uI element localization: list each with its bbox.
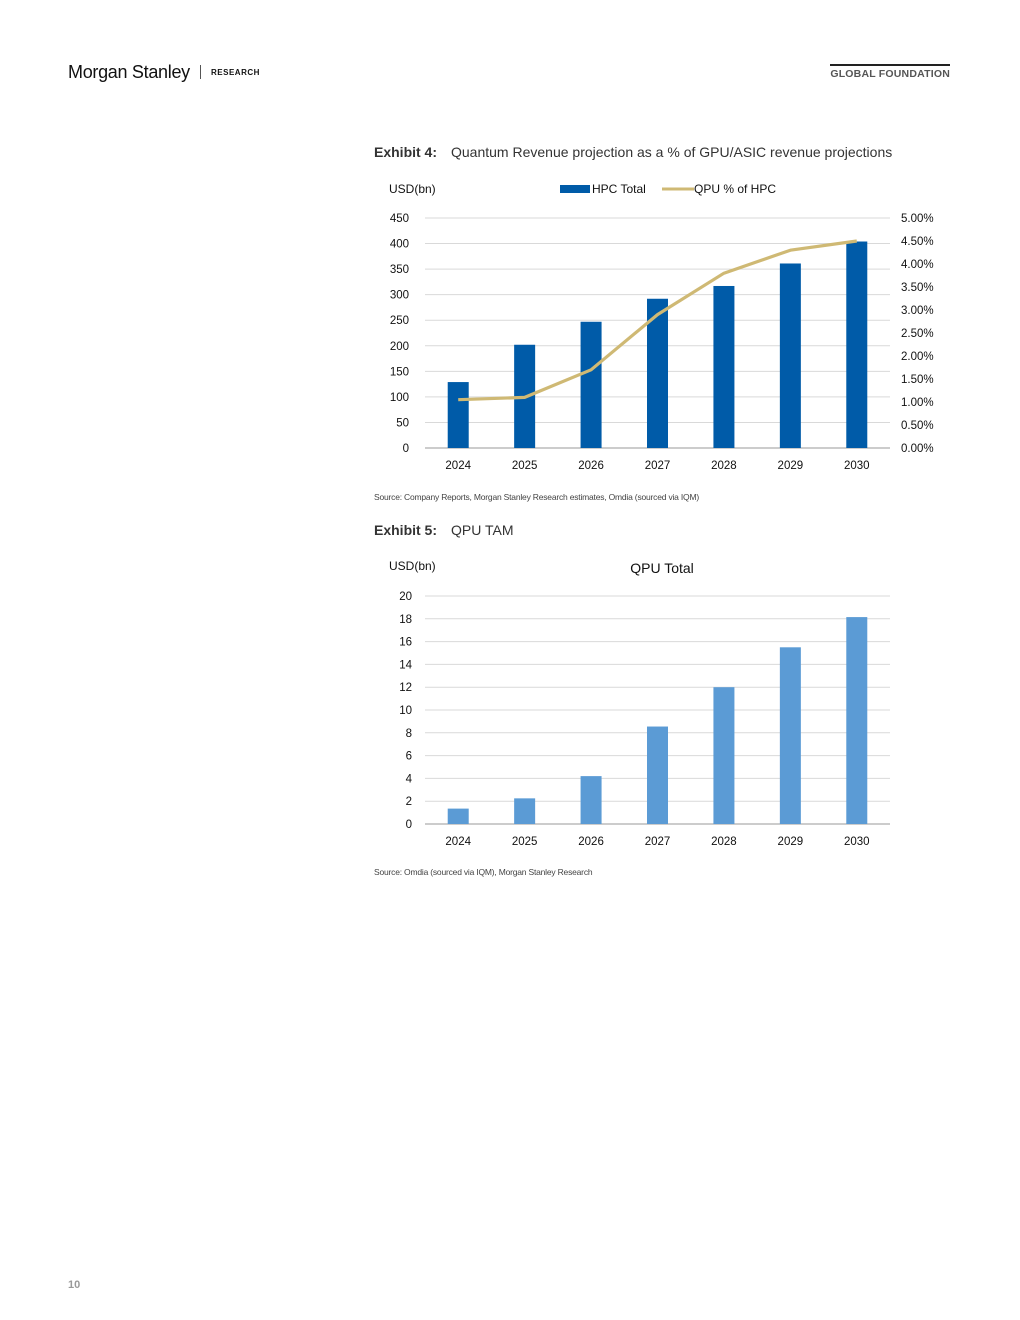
y2-tick-label: 0.50% [901, 420, 934, 432]
x-tick-label: 2029 [778, 460, 804, 472]
y2-tick-label: 2.00% [901, 351, 934, 363]
y2-tick-label: 1.00% [901, 397, 934, 409]
x-tick-label: 2028 [711, 460, 737, 472]
y-tick-label: 12 [399, 682, 412, 694]
section-label: GLOBAL FOUNDATION [830, 68, 950, 80]
y-tick-label: 8 [406, 728, 412, 740]
brand-logo: Morgan Stanley [68, 62, 190, 82]
x-tick-label: 2027 [645, 460, 671, 472]
page-header: Morgan Stanley RESEARCH GLOBAL FOUNDATIO… [68, 60, 951, 90]
y-tick-label: 350 [390, 264, 409, 276]
qpu-tam-bar-chart: USD(bn) QPU Total 0 2 4 6 8 10 12 14 16 18 20 2024 202… [389, 559, 890, 848]
qpu-total-bar [514, 798, 536, 824]
y-tick-label: 20 [399, 591, 412, 603]
y-axis-unit-label: USD(bn) [389, 559, 436, 573]
hpc-total-bar [580, 321, 602, 448]
y-tick-label: 200 [390, 341, 409, 353]
x-tick-label: 2026 [578, 460, 604, 472]
y-tick-label: 16 [399, 637, 412, 649]
y2-tick-label: 4.00% [901, 259, 934, 271]
qpu-pct-line [458, 239, 858, 402]
exhibit4-number: Exhibit 4: [374, 144, 438, 160]
y-tick-label: 0 [403, 443, 409, 455]
y2-tick-label: 3.50% [901, 282, 934, 294]
y-tick-label: 0 [406, 819, 412, 831]
legend-swatch-hpc-total [560, 185, 590, 193]
y-tick-label: 450 [390, 213, 409, 225]
qpu-total-bar [647, 726, 668, 824]
y2-tick-label: 4.50% [901, 236, 934, 248]
qpu-total-bar [713, 687, 735, 824]
hpc-total-bar [779, 263, 801, 448]
exhibit5-source: Source: Omdia (sourced via IQM), Morgan … [374, 867, 593, 877]
x-tick-label: 2028 [711, 836, 737, 848]
exhibit5-title: Exhibit 5: QPU TAM [374, 522, 514, 538]
division-label: RESEARCH [211, 68, 260, 77]
x-tick-label: 2029 [778, 836, 804, 848]
exhibit5-text: QPU TAM [451, 522, 514, 538]
y-tick-label: 4 [406, 773, 413, 785]
x-tick-label: 2027 [645, 836, 671, 848]
y-tick-label: 250 [390, 315, 409, 327]
y-tick-label: 10 [399, 705, 412, 717]
y2-tick-label: 5.00% [901, 213, 934, 225]
exhibit5-number: Exhibit 5: [374, 522, 438, 538]
legend-label-hpc-total: HPC Total [592, 182, 646, 196]
y-tick-label: 6 [406, 751, 412, 763]
y-tick-label: 300 [390, 290, 409, 302]
y2-tick-label: 0.00% [901, 443, 934, 455]
chart-title: QPU Total [630, 560, 694, 576]
y-tick-label: 50 [396, 417, 409, 429]
y2-tick-label: 1.50% [901, 374, 934, 386]
x-tick-label: 2025 [512, 836, 538, 848]
y-tick-label: 100 [390, 392, 409, 404]
brand-divider [200, 65, 201, 79]
y-tick-label: 2 [406, 796, 412, 808]
x-tick-label: 2030 [844, 460, 870, 472]
x-tick-label: 2030 [844, 836, 870, 848]
hpc-total-bar [713, 285, 735, 448]
hpc-qpu-combo-chart: USD(bn) 0 50 100 150 200 250 300 350 400 450 0.00% 0… [389, 182, 934, 472]
y-axis-unit-label: USD(bn) [389, 182, 436, 196]
y-tick-label: 18 [399, 614, 412, 626]
qpu-total-bar [580, 776, 602, 824]
y-tick-label: 150 [390, 366, 409, 378]
y2-tick-label: 2.50% [901, 328, 934, 340]
exhibit4-source: Source: Company Reports, Morgan Stanley … [374, 492, 699, 502]
y-tick-label: 400 [390, 239, 409, 251]
x-tick-label: 2024 [445, 460, 471, 472]
y-tick-label: 14 [399, 659, 412, 671]
hpc-total-bar [846, 241, 868, 448]
exhibit4-title: Exhibit 4: Quantum Revenue projection as … [374, 144, 892, 160]
x-tick-label: 2024 [445, 836, 471, 848]
hpc-total-bar [647, 298, 668, 448]
x-tick-label: 2026 [578, 836, 604, 848]
hpc-total-bar [447, 382, 469, 448]
y2-tick-label: 3.00% [901, 305, 934, 317]
qpu-total-bar [447, 808, 469, 824]
qpu-total-bar [846, 617, 868, 824]
legend-label-qpu-pct: QPU % of HPC [694, 182, 776, 196]
x-tick-label: 2025 [512, 460, 538, 472]
page-number: 10 [68, 1279, 81, 1291]
qpu-total-bar [779, 647, 801, 824]
section-rule [830, 64, 950, 66]
exhibit4-text: Quantum Revenue projection as a % of GPU… [451, 144, 893, 160]
